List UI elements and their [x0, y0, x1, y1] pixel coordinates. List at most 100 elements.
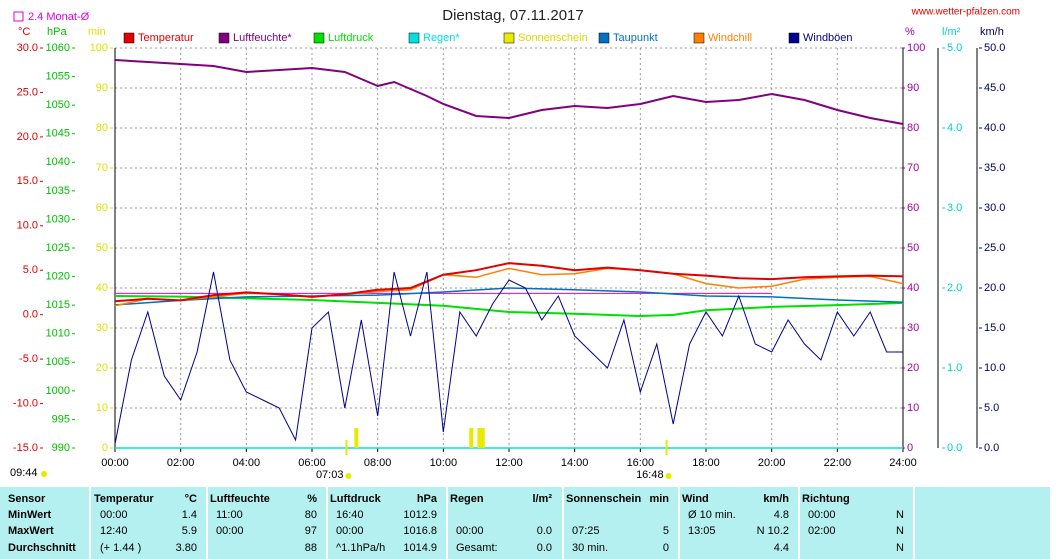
table-cell: 0: [663, 542, 669, 554]
x-tick-label: 24:00: [889, 457, 917, 469]
x-tick-label: 06:00: [298, 457, 326, 469]
sunshine-bar: [354, 428, 359, 448]
series-line: [114, 287, 904, 306]
y-tick-label: -5.0: [19, 353, 38, 365]
series-line: [114, 295, 904, 318]
table-cell: 0.0: [537, 542, 552, 554]
y-tick-label: -15.0: [13, 442, 38, 454]
table-cell: ^1.1hPa/h: [336, 542, 385, 554]
column-header: Luftfeuchte: [210, 493, 270, 505]
table-cell: 88: [305, 542, 317, 554]
table-cell: 00:00: [336, 525, 364, 537]
y-tick-label: 40.0: [984, 122, 1005, 134]
y-tick-label: 90: [96, 82, 108, 94]
series-line: [114, 271, 903, 445]
y-tick-label: 0: [102, 442, 108, 454]
table-cell: 1012.9: [403, 509, 437, 521]
x-tick-label: 00:00: [101, 457, 129, 469]
y-tick-label: 1035: [46, 185, 70, 197]
column-unit: l/m²: [532, 493, 552, 505]
x-tick-label: 10:00: [430, 457, 458, 469]
table-cell: (+ 1.44 ): [100, 542, 141, 554]
table-cell: 00:00: [100, 509, 128, 521]
row-label: MaxWert: [8, 525, 54, 537]
legend-swatch: [598, 32, 610, 44]
y-tick-label: 100: [907, 42, 925, 54]
legend-swatch: [503, 32, 515, 44]
y-tick-label: 1005: [46, 356, 70, 368]
column-header: Sensor: [8, 493, 46, 505]
legend-label: Temperatur: [138, 32, 194, 44]
table-cell: 1014.9: [403, 542, 437, 554]
y-tick-label: 1.0: [947, 362, 962, 374]
axis-unit: °C: [18, 26, 30, 38]
column-header: Temperatur: [94, 493, 154, 505]
annotation: 16:48: [636, 469, 664, 481]
table-cell: Ø 10 min.: [688, 509, 736, 521]
legend-swatch: [788, 32, 800, 44]
y-tick-label: 0.0: [984, 442, 999, 454]
legend-label: Windchill: [708, 32, 752, 44]
y-tick-label: -10.0: [13, 397, 38, 409]
y-tick-label: 60: [907, 202, 919, 214]
table-cell: 16:40: [336, 509, 364, 521]
y-tick-label: 0.0: [947, 442, 962, 454]
axis-unit: %: [905, 26, 915, 38]
row-label: Durchschnitt: [8, 542, 76, 554]
legend-label: Regen*: [423, 32, 460, 44]
y-tick-label: 15.0: [984, 322, 1005, 334]
table-cell: Gesamt:: [456, 542, 498, 554]
table-cell: 1016.8: [403, 525, 437, 537]
y-tick-label: 1025: [46, 242, 70, 254]
legend-label: Luftdruck: [328, 32, 374, 44]
y-tick-label: 80: [907, 122, 919, 134]
table-cell: 00:00: [456, 525, 484, 537]
y-tick-label: 20: [96, 362, 108, 374]
series-line: [114, 59, 904, 125]
y-tick-label: 0: [907, 442, 913, 454]
y-tick-label: 100: [90, 42, 108, 54]
y-tick-label: 1000: [46, 385, 70, 397]
x-tick-label: 22:00: [824, 457, 852, 469]
y-tick-label: 2.0: [947, 282, 962, 294]
table-bg: [0, 487, 1050, 559]
y-tick-label: 50.0: [984, 42, 1005, 54]
table-cell: 12:40: [100, 525, 128, 537]
y-tick-label: 4.0: [947, 122, 962, 134]
column-header: Wind: [682, 493, 709, 505]
table-cell: 13:05: [688, 525, 716, 537]
x-tick-label: 18:00: [692, 457, 720, 469]
column-unit: min: [649, 493, 669, 505]
y-tick-label: 990: [52, 442, 70, 454]
y-tick-label: 45.0: [984, 82, 1005, 94]
y-tick-label: 3.0: [947, 202, 962, 214]
legend-swatch: [123, 32, 135, 44]
axis-unit: min: [88, 26, 106, 38]
row-label: MinWert: [8, 509, 52, 521]
y-tick-label: 1060: [46, 42, 70, 54]
y-tick-label: 1020: [46, 270, 70, 282]
table-cell: 4.8: [774, 509, 789, 521]
reference-icon: [13, 11, 24, 22]
legend-label: Windböen: [803, 32, 853, 44]
column-header: Regen: [450, 493, 484, 505]
table-cell: 80: [305, 509, 317, 521]
y-tick-label: 30: [907, 322, 919, 334]
sunshine-bar: [477, 428, 482, 448]
y-tick-label: 995: [52, 413, 70, 425]
legend-label: Luftfeuchte*: [233, 32, 292, 44]
y-tick-label: 5.0: [23, 264, 38, 276]
y-tick-label: 25.0: [984, 242, 1005, 254]
table-cell: N: [896, 525, 904, 537]
legend-swatch: [408, 32, 420, 44]
axis-unit: km/h: [980, 26, 1004, 38]
table-cell: N: [896, 509, 904, 521]
y-tick-label: 40: [96, 282, 108, 294]
annotation: 07:03: [316, 469, 344, 481]
axis-unit: l/m²: [942, 26, 961, 38]
y-tick-label: 90: [907, 82, 919, 94]
y-tick-label: 20: [907, 362, 919, 374]
source: www.wetter-pfalzen.com: [911, 7, 1020, 18]
table-cell: 97: [305, 525, 317, 537]
table-cell: N: [896, 542, 904, 554]
